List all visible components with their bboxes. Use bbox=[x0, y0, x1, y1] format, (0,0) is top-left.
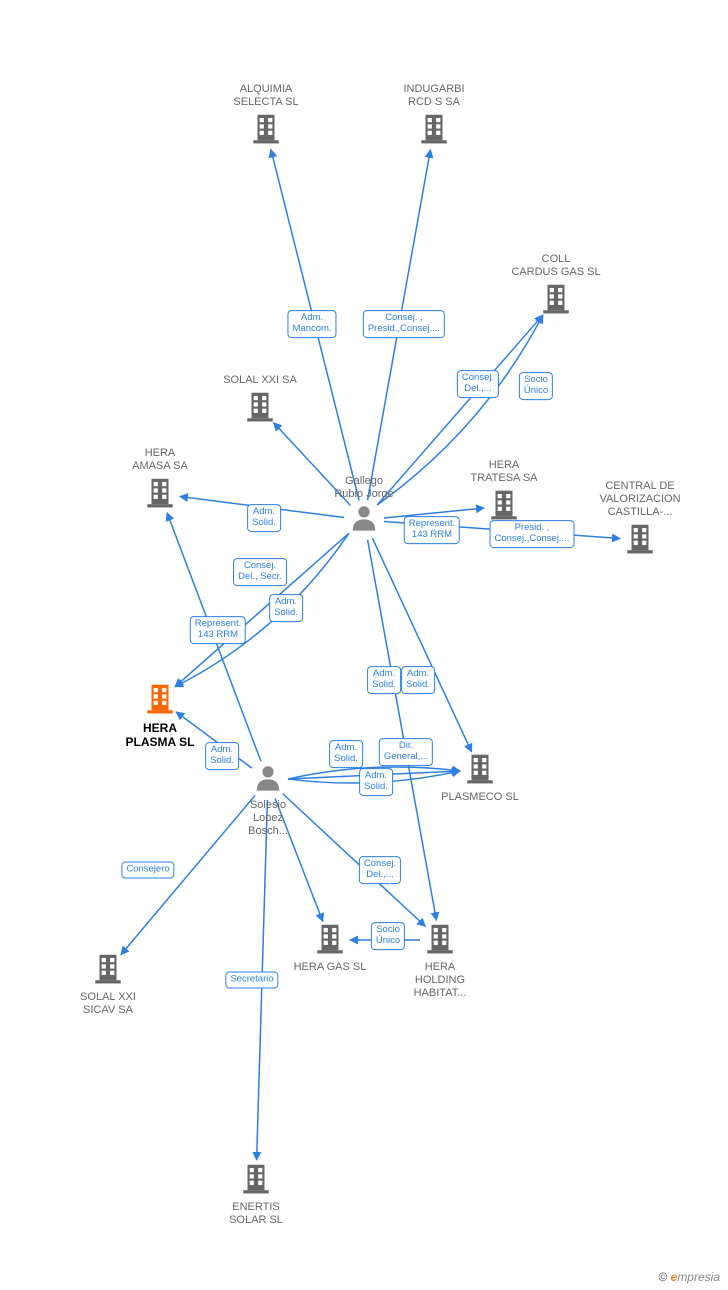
building-icon bbox=[243, 389, 277, 423]
edge bbox=[180, 497, 344, 518]
copyright-symbol: © bbox=[658, 1270, 667, 1284]
edge bbox=[257, 800, 268, 1160]
company-node-heragas[interactable] bbox=[313, 921, 347, 960]
building-icon bbox=[313, 921, 347, 955]
edge bbox=[121, 795, 255, 954]
company-node-alquimia[interactable] bbox=[249, 111, 283, 150]
building-icon bbox=[487, 487, 521, 521]
company-node-heraplasma[interactable] bbox=[143, 681, 177, 720]
building-icon bbox=[623, 521, 657, 555]
edge bbox=[275, 799, 323, 922]
edge bbox=[271, 149, 359, 500]
building-icon bbox=[423, 921, 457, 955]
company-node-indugarbi[interactable] bbox=[417, 111, 451, 150]
edge bbox=[176, 712, 252, 768]
edge bbox=[274, 423, 351, 506]
company-node-solalsicav[interactable] bbox=[91, 951, 125, 990]
diagram-canvas bbox=[0, 0, 728, 1290]
company-node-enertis[interactable] bbox=[239, 1161, 273, 1200]
building-icon bbox=[539, 281, 573, 315]
building-icon bbox=[417, 111, 451, 145]
edge bbox=[368, 150, 431, 501]
footer-credit: © empresia bbox=[658, 1270, 720, 1284]
person-node-gallego[interactable] bbox=[349, 503, 379, 538]
company-node-amasa[interactable] bbox=[143, 475, 177, 514]
edge bbox=[283, 794, 426, 927]
company-node-tratesa[interactable] bbox=[487, 487, 521, 526]
building-icon bbox=[143, 681, 177, 715]
edge bbox=[175, 533, 349, 687]
company-node-solal21[interactable] bbox=[243, 389, 277, 428]
company-node-coll[interactable] bbox=[539, 281, 573, 320]
building-icon bbox=[91, 951, 125, 985]
person-icon bbox=[349, 503, 379, 533]
building-icon bbox=[239, 1161, 273, 1195]
company-node-plasmeco[interactable] bbox=[463, 751, 497, 790]
edge bbox=[288, 771, 460, 779]
building-icon bbox=[143, 475, 177, 509]
company-node-heraholding[interactable] bbox=[423, 921, 457, 960]
edge bbox=[377, 315, 543, 505]
building-icon bbox=[249, 111, 283, 145]
company-node-central[interactable] bbox=[623, 521, 657, 560]
person-node-solesio[interactable] bbox=[253, 763, 283, 798]
person-icon bbox=[253, 763, 283, 793]
brand-rest: mpresia bbox=[677, 1270, 720, 1284]
edge bbox=[368, 540, 437, 921]
edge bbox=[384, 508, 484, 518]
building-icon bbox=[463, 751, 497, 785]
edge bbox=[167, 513, 261, 762]
